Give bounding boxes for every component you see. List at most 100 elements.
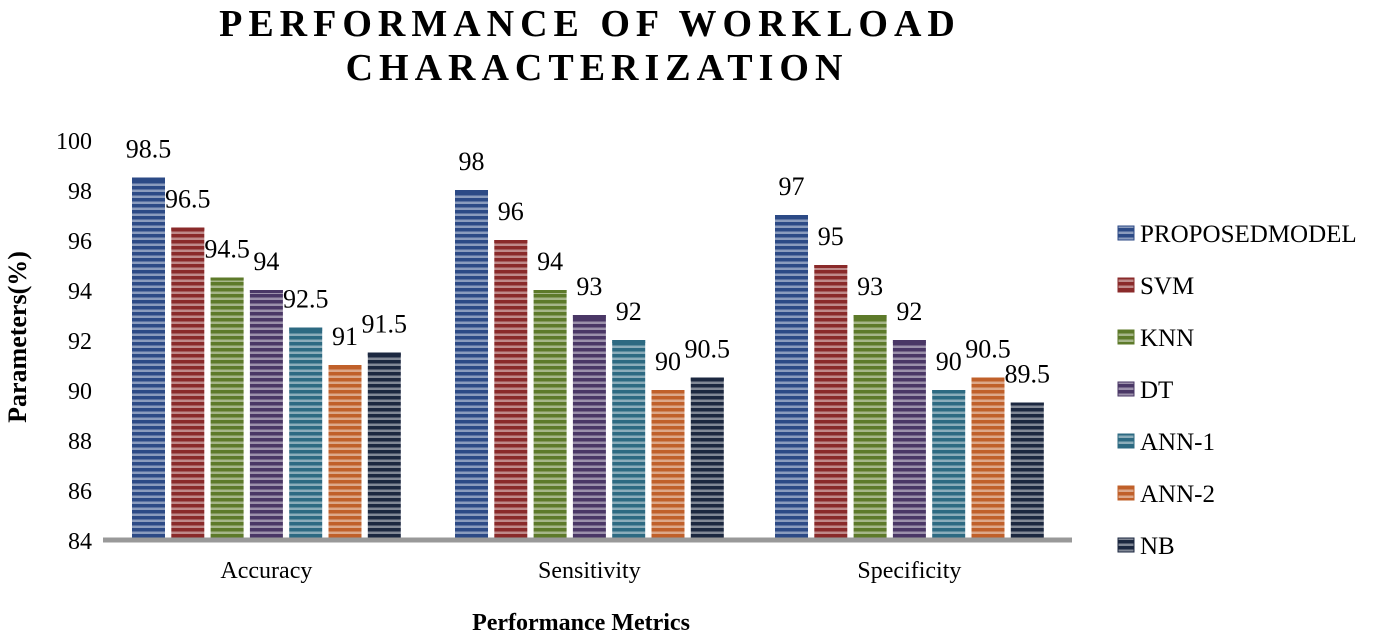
y-tick-label: 86	[68, 479, 92, 505]
bar-knn-specificity	[853, 315, 887, 540]
legend-swatch-knn	[1117, 329, 1135, 345]
bar-ann-2-sensitivity	[651, 390, 685, 540]
chart-title-line-1: PERFORMANCE OF WORKLOAD	[219, 3, 961, 45]
x-tick-label-accuracy: Accuracy	[220, 558, 312, 584]
bar-svm-specificity	[814, 265, 848, 540]
data-label-nb-accuracy: 91.5	[362, 310, 408, 339]
bar-knn-accuracy	[210, 277, 244, 540]
legend-label-svm: SVM	[1140, 273, 1194, 300]
bar-series-group	[132, 177, 1044, 540]
bar-dt-specificity	[892, 340, 926, 540]
bar-cap-ann-1-specificity	[932, 390, 966, 393]
bar-cap-dt-specificity	[892, 340, 926, 343]
x-tick-label-specificity: Specificity	[857, 558, 961, 584]
data-label-svm-specificity: 95	[818, 222, 844, 251]
bar-cap-dt-sensitivity	[572, 315, 606, 318]
legend-swatch-proposedmodel	[1117, 225, 1135, 241]
bar-cap-dt-accuracy	[249, 290, 283, 293]
data-label-ann-1-accuracy: 92.5	[283, 285, 329, 314]
legend-label-ann-1: ANN-1	[1140, 429, 1215, 456]
data-label-ann-2-specificity: 90.5	[965, 335, 1011, 364]
y-axis-label: Parameters(%)	[3, 251, 32, 423]
y-tick-label: 94	[68, 279, 92, 305]
bar-nb-accuracy	[367, 352, 401, 540]
legend-swatch-ann-1	[1117, 433, 1135, 449]
legend-label-ann-2: ANN-2	[1140, 481, 1215, 508]
data-label-nb-sensitivity: 90.5	[685, 335, 731, 364]
bar-cap-knn-accuracy	[210, 277, 244, 281]
data-label-ann-2-accuracy: 91	[332, 322, 358, 351]
y-tick-label: 100	[56, 129, 92, 155]
bar-proposedmodel-accuracy	[132, 177, 165, 540]
x-axis-ticks: Accuracy Sensitivity Specificity	[220, 558, 961, 584]
y-tick-label: 84	[68, 529, 92, 555]
bar-cap-ann-1-accuracy	[289, 327, 323, 331]
legend-swatch-ann-2	[1117, 485, 1135, 501]
legend-label-knn: KNN	[1140, 325, 1194, 352]
bar-dt-accuracy	[249, 290, 283, 540]
legend: PROPOSEDMODEL SVM KNN DT ANN-1 ANN-2 NB	[1117, 221, 1357, 560]
data-label-dt-accuracy: 94	[253, 247, 279, 276]
x-axis-label: Performance Metrics	[472, 610, 690, 636]
bar-ann-2-accuracy	[328, 365, 362, 540]
bar-cap-ann-2-sensitivity	[651, 390, 685, 393]
data-label-ann-1-specificity: 90	[936, 347, 962, 376]
data-label-knn-sensitivity: 94	[537, 247, 563, 276]
data-label-dt-sensitivity: 93	[576, 272, 602, 301]
legend-swatch-nb	[1117, 537, 1135, 553]
y-tick-label: 90	[68, 379, 92, 405]
data-label-nb-specificity: 89.5	[1005, 360, 1051, 389]
bar-cap-nb-accuracy	[367, 352, 401, 356]
bar-cap-ann-2-accuracy	[328, 365, 362, 368]
bar-dt-sensitivity	[572, 315, 606, 540]
data-label-ann-1-sensitivity: 92	[616, 297, 642, 326]
y-tick-label: 88	[68, 429, 92, 455]
bar-cap-knn-specificity	[853, 315, 887, 318]
chart-title-line-2: CHARACTERIZATION	[346, 47, 849, 89]
bar-cap-proposedmodel-sensitivity	[455, 190, 488, 193]
bar-cap-svm-sensitivity	[494, 240, 528, 243]
bar-cap-proposedmodel-accuracy	[132, 177, 165, 181]
bar-ann-1-specificity	[932, 390, 966, 540]
legend-swatch-dt	[1117, 381, 1135, 397]
bar-cap-nb-specificity	[1010, 402, 1044, 406]
bar-cap-knn-sensitivity	[533, 290, 567, 293]
legend-label-dt: DT	[1140, 377, 1173, 404]
bar-svm-sensitivity	[494, 240, 528, 540]
bar-knn-sensitivity	[533, 290, 567, 540]
data-label-knn-specificity: 93	[857, 272, 883, 301]
data-label-proposedmodel-sensitivity: 98	[459, 147, 485, 176]
y-tick-label: 98	[68, 179, 92, 205]
x-tick-label-sensitivity: Sensitivity	[538, 558, 641, 584]
bar-ann-1-accuracy	[289, 327, 323, 540]
bar-ann-1-sensitivity	[612, 340, 646, 540]
bar-nb-specificity	[1010, 402, 1044, 540]
bar-cap-ann-1-sensitivity	[612, 340, 646, 343]
bar-cap-proposedmodel-specificity	[775, 215, 808, 218]
bar-cap-svm-accuracy	[171, 227, 205, 231]
data-label-svm-sensitivity: 96	[498, 197, 524, 226]
bar-ann-2-specificity	[971, 377, 1005, 540]
data-label-svm-accuracy: 96.5	[165, 185, 211, 214]
y-tick-label: 92	[68, 329, 92, 355]
bar-cap-ann-2-specificity	[971, 377, 1005, 381]
data-label-knn-accuracy: 94.5	[204, 235, 250, 264]
data-label-ann-2-sensitivity: 90	[655, 347, 681, 376]
y-tick-label: 96	[68, 229, 92, 255]
bar-svm-accuracy	[171, 227, 205, 540]
bar-proposedmodel-specificity	[775, 215, 808, 540]
data-label-proposedmodel-specificity: 97	[779, 172, 805, 201]
y-axis-ticks: 84 86 88 90 92 94 96 98 100	[56, 129, 92, 555]
bar-cap-svm-specificity	[814, 265, 848, 268]
legend-swatch-svm	[1117, 277, 1135, 293]
bar-proposedmodel-sensitivity	[455, 190, 488, 540]
bar-nb-sensitivity	[690, 377, 724, 540]
bar-cap-nb-sensitivity	[690, 377, 724, 381]
data-label-proposedmodel-accuracy: 98.5	[126, 135, 172, 164]
legend-label-proposedmodel: PROPOSEDMODEL	[1140, 221, 1357, 248]
legend-label-nb: NB	[1140, 533, 1175, 560]
data-label-dt-specificity: 92	[896, 297, 922, 326]
